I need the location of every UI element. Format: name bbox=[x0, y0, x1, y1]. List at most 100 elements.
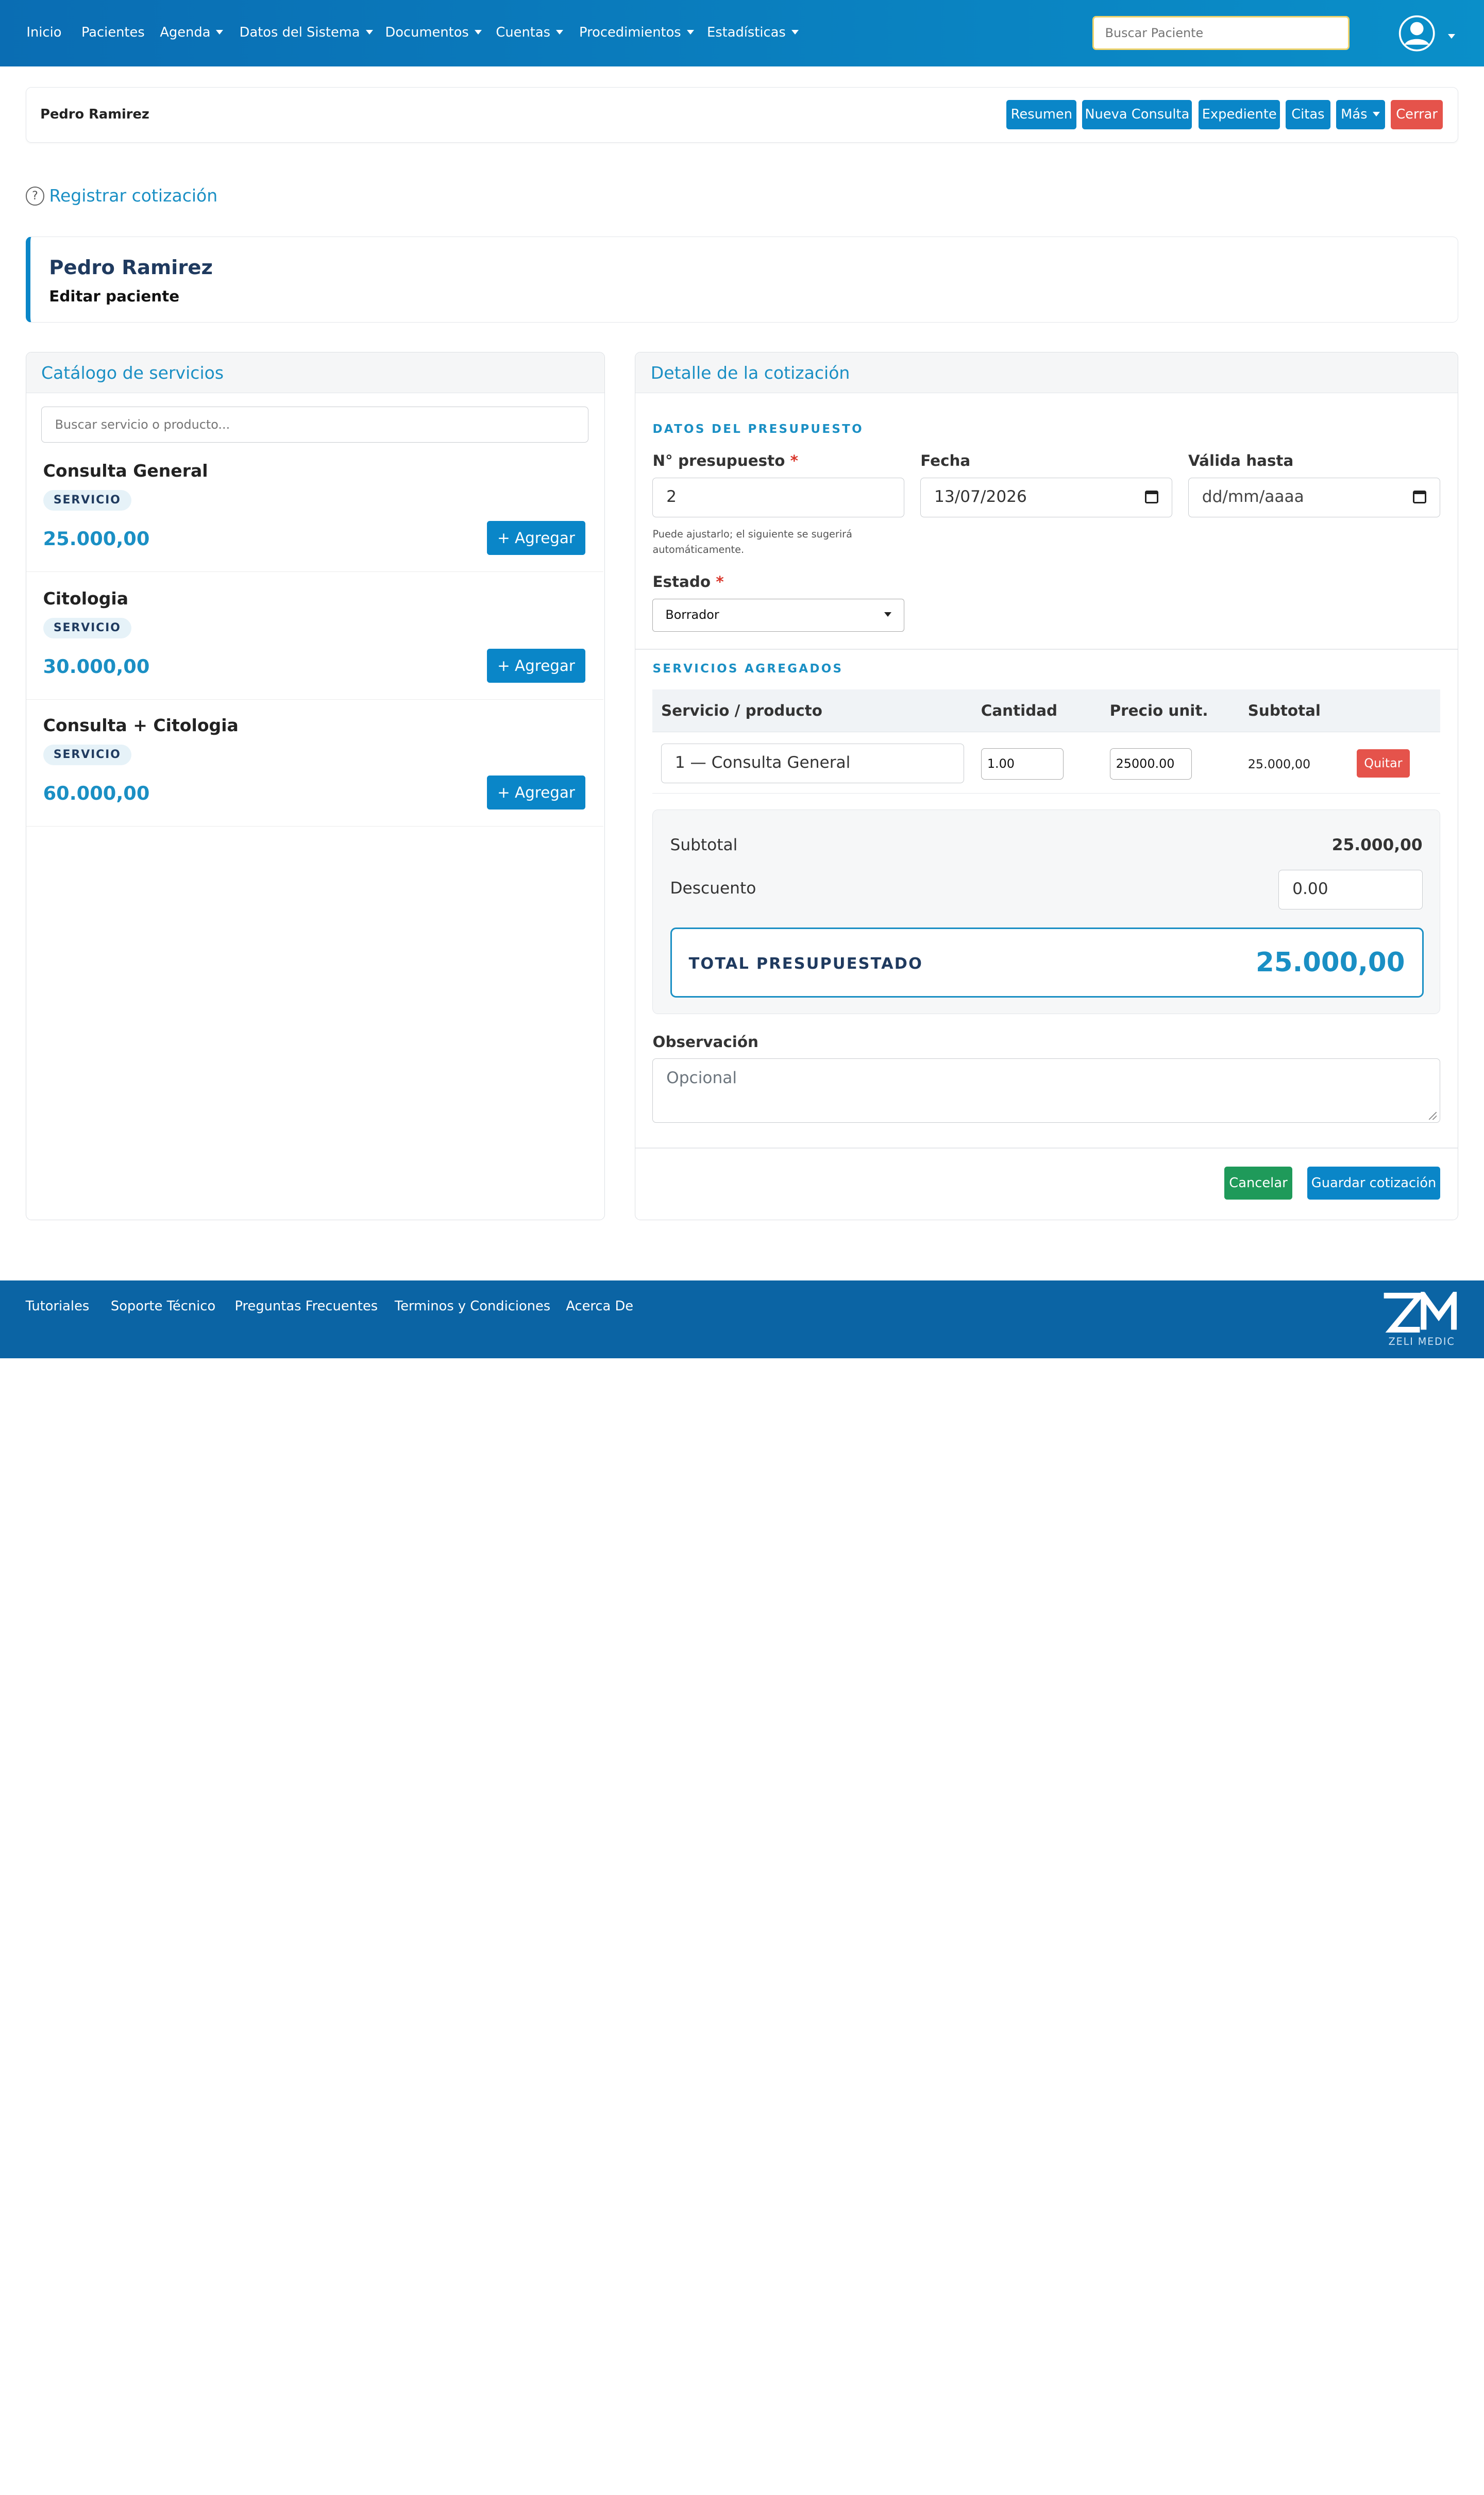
user-circle-icon[interactable] bbox=[1398, 14, 1436, 52]
date-value: 13/07/2026 bbox=[934, 487, 1027, 507]
service-search-input[interactable] bbox=[41, 406, 588, 443]
citas-button[interactable]: Citas bbox=[1286, 99, 1330, 129]
footer-divider bbox=[635, 1148, 1458, 1149]
resumen-button[interactable]: Resumen bbox=[1006, 99, 1077, 129]
service-price: 60.000,00 bbox=[43, 782, 150, 805]
status-label: Estado * bbox=[652, 573, 723, 591]
cerrar-button[interactable]: Cerrar bbox=[1391, 99, 1443, 129]
patient-bar: Pedro Ramirez Resumen Nueva Consulta Exp… bbox=[25, 87, 1459, 143]
date-input[interactable]: 13/07/2026 bbox=[920, 477, 1172, 517]
valid-until-input[interactable]: dd/mm/aaaa bbox=[1188, 477, 1440, 517]
expediente-button[interactable]: Expediente bbox=[1199, 99, 1280, 129]
valid-until-label: Válida hasta bbox=[1188, 452, 1294, 470]
catalog-title: Catálogo de servicios bbox=[41, 363, 224, 383]
question-circle-icon[interactable]: ? bbox=[25, 186, 45, 206]
patient-card-name: Pedro Ramirez bbox=[49, 256, 213, 279]
nav-agenda-label: Agenda bbox=[160, 24, 211, 40]
catalog-item: Consulta + Citologia SERVICIO 60.000,00 … bbox=[26, 699, 603, 827]
totals-box: Subtotal 25.000,00 Descuento 0.00 TOTAL … bbox=[652, 810, 1440, 1015]
observation-placeholder: Opcional bbox=[666, 1068, 737, 1087]
col-service: Servicio / producto bbox=[661, 701, 822, 719]
number-label-text: N° presupuesto bbox=[652, 452, 785, 470]
subtotal-value: 25.000,00 bbox=[1331, 835, 1423, 854]
nueva-consulta-button[interactable]: Nueva Consulta bbox=[1082, 99, 1192, 129]
nav-datos-del-sistema[interactable]: Datos del Sistema bbox=[240, 25, 373, 40]
nav-procedimientos-label: Procedimientos bbox=[579, 24, 681, 40]
footer-link-faq[interactable]: Preguntas Frecuentes bbox=[234, 1298, 378, 1314]
footer-link-soporte[interactable]: Soporte Técnico bbox=[110, 1298, 216, 1314]
total-value: 25.000,00 bbox=[1256, 947, 1405, 979]
nav-cuentas-label: Cuentas bbox=[496, 24, 550, 40]
chevron-down-icon bbox=[216, 30, 224, 35]
nav-estadisticas-label: Estadísticas bbox=[707, 24, 786, 40]
nav-datos-label: Datos del Sistema bbox=[239, 24, 360, 40]
budget-data-section-label: DATOS DEL PRESUPUESTO bbox=[652, 423, 864, 436]
nav-inicio-label: Inicio bbox=[26, 24, 62, 40]
status-select[interactable]: Borrador bbox=[652, 598, 905, 632]
nav-pacientes[interactable]: Pacientes bbox=[81, 25, 145, 40]
row-service-select[interactable]: 1 — Consulta General bbox=[661, 743, 964, 783]
nav-documentos[interactable]: Documentos bbox=[385, 25, 482, 40]
footer-link-tutoriales[interactable]: Tutoriales bbox=[25, 1298, 90, 1314]
service-price: 30.000,00 bbox=[43, 655, 150, 678]
discount-input[interactable]: 0.00 bbox=[1278, 870, 1423, 910]
patient-bar-name: Pedro Ramirez bbox=[40, 106, 149, 122]
required-mark: * bbox=[790, 452, 798, 470]
observation-textarea[interactable]: Opcional bbox=[652, 1058, 1440, 1123]
nav-pacientes-label: Pacientes bbox=[81, 24, 145, 40]
calendar-icon[interactable] bbox=[1145, 490, 1159, 504]
observation-label: Observación bbox=[652, 1033, 758, 1051]
col-unit-price: Precio unit. bbox=[1109, 701, 1208, 719]
edit-patient-link[interactable]: Editar paciente bbox=[49, 287, 180, 305]
add-service-button[interactable]: + Agregar bbox=[487, 776, 586, 810]
add-service-button[interactable]: + Agregar bbox=[487, 649, 586, 683]
nav-cuentas[interactable]: Cuentas bbox=[496, 25, 563, 40]
remove-row-button[interactable]: Quitar bbox=[1356, 749, 1410, 778]
discount-label: Descuento bbox=[670, 879, 756, 898]
detail-title: Detalle de la cotización bbox=[650, 363, 850, 383]
budget-number-input[interactable]: 2 bbox=[652, 477, 905, 517]
footer: Tutoriales Soporte Técnico Preguntas Fre… bbox=[0, 1280, 1484, 1358]
zeli-medic-logo: ZELI MEDIC bbox=[1384, 1292, 1457, 1347]
service-name: Consulta General bbox=[43, 460, 208, 481]
chevron-down-icon bbox=[474, 30, 482, 35]
status-label-text: Estado bbox=[652, 573, 711, 591]
service-price: 25.000,00 bbox=[43, 528, 150, 550]
top-navbar: Inicio Pacientes Agenda Datos del Sistem… bbox=[0, 0, 1484, 66]
cancel-button[interactable]: Cancelar bbox=[1224, 1166, 1293, 1200]
service-type-badge: SERVICIO bbox=[43, 744, 131, 766]
chevron-down-icon bbox=[791, 30, 799, 35]
save-quote-button[interactable]: Guardar cotización bbox=[1307, 1166, 1440, 1200]
add-service-button[interactable]: + Agregar bbox=[487, 521, 586, 555]
subtotal-label: Subtotal bbox=[670, 835, 738, 854]
nav-procedimientos[interactable]: Procedimientos bbox=[579, 25, 694, 40]
table-row: 1 — Consulta General 1.00 25000.00 25.00… bbox=[652, 733, 1440, 794]
patient-search-input[interactable] bbox=[1092, 16, 1350, 50]
number-help-text: Puede ajustarlo; el siguiente se sugerir… bbox=[652, 528, 852, 555]
user-menu-chevron-icon[interactable] bbox=[1448, 34, 1456, 39]
row-quantity-input[interactable]: 1.00 bbox=[981, 748, 1064, 780]
date-label: Fecha bbox=[920, 452, 971, 470]
chevron-down-icon bbox=[556, 30, 563, 35]
nav-agenda[interactable]: Agenda bbox=[160, 24, 224, 40]
status-value: Borrador bbox=[665, 608, 719, 622]
footer-link-terminos[interactable]: Terminos y Condiciones bbox=[394, 1298, 551, 1314]
number-label: N° presupuesto * bbox=[652, 452, 798, 469]
row-subtotal: 25.000,00 bbox=[1247, 756, 1311, 771]
catalog-item: Citologia SERVICIO 30.000,00 + Agregar bbox=[26, 572, 603, 700]
calendar-icon[interactable] bbox=[1413, 490, 1426, 504]
nav-inicio[interactable]: Inicio bbox=[26, 25, 61, 40]
nav-documentos-label: Documentos bbox=[385, 24, 469, 40]
services-table-header: Servicio / producto Cantidad Precio unit… bbox=[652, 689, 1440, 732]
row-unit-price-input[interactable]: 25000.00 bbox=[1109, 748, 1192, 780]
resize-handle-icon[interactable] bbox=[1429, 1112, 1437, 1120]
chevron-down-icon bbox=[1373, 112, 1380, 116]
catalog-panel: Catálogo de servicios Consulta General S… bbox=[25, 352, 605, 1220]
logo-text: ZELI MEDIC bbox=[1388, 1336, 1455, 1347]
catalog-item: Consulta General SERVICIO 25.000,00 + Ag… bbox=[26, 444, 603, 572]
chevron-down-icon bbox=[884, 612, 892, 617]
nav-estadisticas[interactable]: Estadísticas bbox=[707, 25, 799, 40]
mas-dropdown-button[interactable]: Más bbox=[1336, 99, 1386, 129]
total-box: TOTAL PRESUPUESTADO 25.000,00 bbox=[670, 928, 1424, 998]
footer-link-acerca[interactable]: Acerca De bbox=[566, 1298, 634, 1314]
